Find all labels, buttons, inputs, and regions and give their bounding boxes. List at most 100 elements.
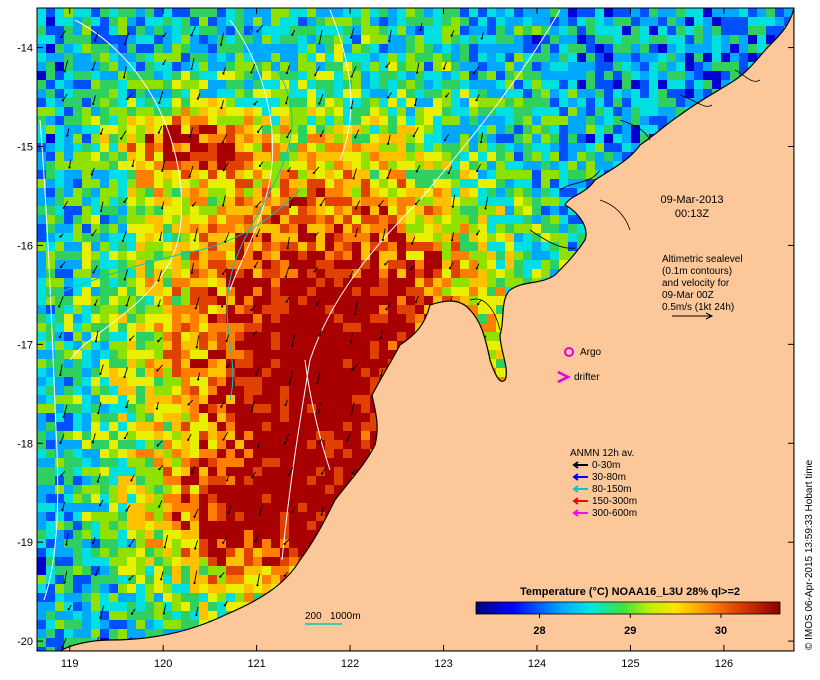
- sst-pixel: [532, 206, 541, 215]
- sst-pixel: [226, 80, 235, 89]
- sst-pixel: [127, 98, 136, 107]
- sst-pixel: [253, 170, 262, 179]
- sst-pixel: [37, 296, 46, 305]
- sst-pixel: [325, 179, 334, 188]
- sst-pixel: [64, 152, 73, 161]
- sst-pixel: [55, 134, 64, 143]
- sst-pixel: [271, 98, 280, 107]
- sst-pixel: [127, 404, 136, 413]
- sst-pixel: [388, 332, 397, 341]
- sst-pixel: [316, 269, 325, 278]
- sst-pixel: [397, 287, 406, 296]
- sst-pixel: [370, 368, 379, 377]
- sst-pixel: [496, 305, 505, 314]
- sst-pixel: [667, 44, 676, 53]
- sst-pixel: [109, 125, 118, 134]
- sst-pixel: [352, 287, 361, 296]
- sst-pixel: [424, 44, 433, 53]
- sst-pixel: [253, 179, 262, 188]
- sst-pixel: [568, 62, 577, 71]
- sst-pixel: [37, 494, 46, 503]
- sst-pixel: [46, 170, 55, 179]
- sst-pixel: [370, 341, 379, 350]
- sst-pixel: [235, 260, 244, 269]
- sst-pixel: [262, 287, 271, 296]
- sst-pixel: [424, 260, 433, 269]
- sst-pixel: [127, 368, 136, 377]
- sst-pixel: [469, 80, 478, 89]
- sst-pixel: [73, 260, 82, 269]
- sst-pixel: [226, 350, 235, 359]
- sst-pixel: [199, 503, 208, 512]
- sst-pixel: [181, 485, 190, 494]
- sst-pixel: [649, 44, 658, 53]
- sst-pixel: [334, 116, 343, 125]
- sst-pixel: [73, 494, 82, 503]
- sst-pixel: [658, 44, 667, 53]
- sst-pixel: [361, 440, 370, 449]
- sst-pixel: [118, 332, 127, 341]
- sst-pixel: [217, 107, 226, 116]
- sst-pixel: [559, 179, 568, 188]
- sst-pixel: [361, 107, 370, 116]
- sst-pixel: [46, 278, 55, 287]
- sst-pixel: [352, 296, 361, 305]
- sst-pixel: [388, 179, 397, 188]
- sst-pixel: [334, 206, 343, 215]
- sst-pixel: [424, 35, 433, 44]
- sst-pixel: [622, 17, 631, 26]
- sst-pixel: [91, 287, 100, 296]
- sst-pixel: [244, 224, 253, 233]
- sst-pixel: [343, 98, 352, 107]
- sst-pixel: [640, 71, 649, 80]
- sst-pixel: [523, 26, 532, 35]
- sst-pixel: [460, 269, 469, 278]
- sst-pixel: [64, 260, 73, 269]
- sst-pixel: [298, 503, 307, 512]
- sst-pixel: [325, 377, 334, 386]
- sst-pixel: [334, 269, 343, 278]
- sst-pixel: [199, 224, 208, 233]
- sst-pixel: [127, 161, 136, 170]
- sst-pixel: [415, 116, 424, 125]
- sst-pixel: [55, 224, 64, 233]
- sst-pixel: [514, 260, 523, 269]
- sst-pixel: [514, 62, 523, 71]
- sst-pixel: [370, 323, 379, 332]
- sst-pixel: [433, 116, 442, 125]
- sst-pixel: [667, 26, 676, 35]
- sst-pixel: [91, 314, 100, 323]
- sst-pixel: [262, 278, 271, 287]
- sst-pixel: [127, 143, 136, 152]
- sst-pixel: [307, 404, 316, 413]
- sst-pixel: [253, 188, 262, 197]
- sst-pixel: [172, 179, 181, 188]
- sst-pixel: [307, 242, 316, 251]
- sst-pixel: [145, 152, 154, 161]
- sst-pixel: [226, 485, 235, 494]
- sst-pixel: [262, 359, 271, 368]
- sst-pixel: [235, 377, 244, 386]
- sst-pixel: [595, 53, 604, 62]
- sst-pixel: [730, 26, 739, 35]
- sst-pixel: [613, 152, 622, 161]
- sst-pixel: [334, 17, 343, 26]
- sst-pixel: [154, 368, 163, 377]
- sst-pixel: [487, 242, 496, 251]
- sst-pixel: [46, 503, 55, 512]
- sst-pixel: [748, 53, 757, 62]
- sst-pixel: [91, 242, 100, 251]
- sst-pixel: [415, 224, 424, 233]
- sst-pixel: [550, 170, 559, 179]
- sst-pixel: [73, 296, 82, 305]
- sst-pixel: [109, 422, 118, 431]
- sst-pixel: [37, 53, 46, 62]
- sst-pixel: [604, 89, 613, 98]
- sst-pixel: [784, 8, 793, 17]
- sst-pixel: [73, 368, 82, 377]
- sst-pixel: [469, 278, 478, 287]
- sst-pixel: [397, 107, 406, 116]
- sst-pixel: [127, 44, 136, 53]
- sst-pixel: [181, 404, 190, 413]
- sst-pixel: [451, 287, 460, 296]
